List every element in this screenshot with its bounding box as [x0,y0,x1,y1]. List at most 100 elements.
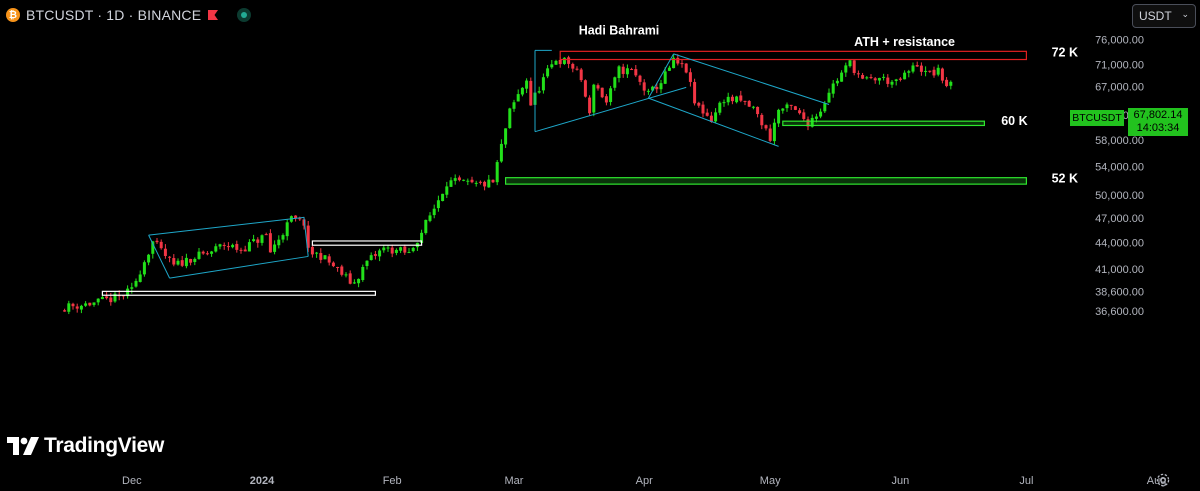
candle-body [520,87,524,95]
candle-body [361,266,365,281]
candle-body [96,298,100,303]
candle-body [399,247,403,251]
candle-body [588,97,592,114]
candle-body [823,103,827,112]
market-status-icon[interactable] [237,8,252,22]
candle-body [571,63,575,69]
candle-body [789,104,793,106]
candle-body [814,116,818,119]
candle-body [655,86,659,90]
candle-body [243,249,247,252]
support-60k-zone [782,120,985,127]
candle-body [256,239,260,243]
price-tick-label: 54,000.00 [1095,162,1144,174]
candle-body [205,253,209,255]
settings-gear-icon[interactable] [1155,472,1171,488]
candle-body [592,84,596,113]
candle-body [873,78,877,81]
candle-body [877,77,881,81]
series-symbol-tag: BTCUSDT [1070,110,1124,126]
candle-body [226,246,230,248]
candle-body [159,241,163,249]
candle-body [541,77,545,91]
candle-body [281,235,285,240]
candle-body [247,242,251,252]
candle-body [840,72,844,82]
candle-body [235,243,239,250]
candle-body [147,254,151,263]
tradingview-logo[interactable]: TradingView [6,434,164,458]
candle-body [928,70,932,72]
candle-body [869,77,873,79]
candle-body [352,282,356,284]
symbol-header[interactable]: ₿ BTCUSDT · 1D · BINANCE [6,5,252,25]
candle-body [487,179,491,188]
price-tick-label: 67,000.00 [1095,81,1144,93]
candle-body [793,106,797,110]
candle-body [180,260,184,266]
candle-body [730,96,734,102]
candle-body [911,65,915,72]
flag-icon[interactable] [207,9,219,21]
level-52k-label: 52 K [1052,172,1078,186]
candle-body [197,251,201,259]
candle-body [239,249,243,251]
level-72k-label: 72 K [1052,45,1078,59]
bar-countdown: 14:03:34 [1136,122,1180,134]
time-tick-label: Dec [122,475,142,487]
candle-body [583,80,587,97]
candle-body [268,233,272,253]
candle-body [609,88,613,103]
candle-body [898,78,902,80]
symbol-title[interactable]: BTCUSDT · 1D · BINANCE [26,7,202,23]
level-60k-label: 60 K [1001,114,1027,128]
candle-body [558,59,562,65]
candle-body [277,239,281,246]
price-tick-label: 58,000.00 [1095,135,1144,147]
candle-body [214,246,218,252]
candle-body [697,102,701,106]
candle-body [302,219,306,226]
candle-body [441,193,445,202]
candle-body [907,71,911,73]
time-tick-label: Jun [892,475,910,487]
candle-body [684,63,688,73]
candle-body [252,239,256,242]
candle-body [453,178,457,181]
march-triangle-line [534,86,687,133]
candle-body [315,252,319,254]
ath-resistance-zone [559,50,1028,61]
candle-body [747,101,751,107]
time-axis[interactable]: Dec 2024 Feb Mar Apr May Jun Jul Aug [122,475,1166,487]
candle-body [508,108,512,129]
candle-body [894,79,898,81]
candle-body [369,255,373,261]
candle-body [71,303,75,307]
candle-body [819,111,823,117]
candle-body [604,96,608,103]
candle-body [390,247,394,254]
price-axis[interactable]: 76,000.0071,000.0067,000.0062,000.0058,0… [1095,34,1144,318]
candle-body [218,244,222,247]
candle-body [193,258,197,262]
candle-body [945,79,949,87]
candle-body [319,253,323,260]
candle-body [411,247,415,252]
candle-body [445,186,449,195]
candle-body [176,260,180,265]
candle-body [155,240,159,243]
candle-body [537,91,541,93]
candle-body [667,67,671,71]
candle-body [113,293,117,302]
time-tick-label: Mar [505,475,524,487]
candle-body [772,122,776,142]
dec-channel-line [303,217,309,257]
candle-body [924,70,928,72]
currency-select[interactable]: USDT ⌄ [1132,4,1196,28]
candle-body [67,303,71,312]
support-44k-zone [311,240,423,246]
candle-body [693,82,697,104]
candle-body [529,80,533,106]
candle-body [138,274,142,282]
